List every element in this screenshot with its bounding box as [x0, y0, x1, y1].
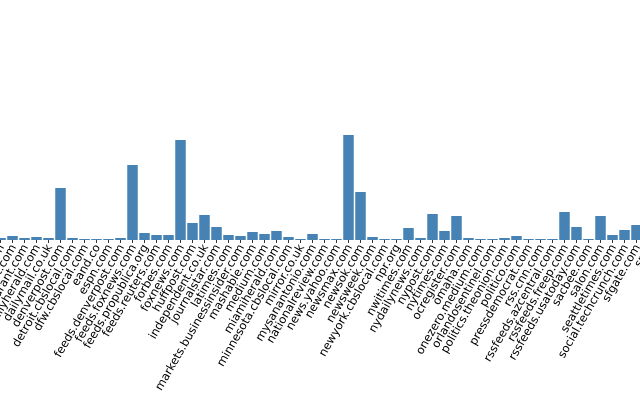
bar-group — [0, 135, 640, 240]
bar-16 — [175, 140, 186, 240]
bar-35 — [403, 228, 414, 240]
bar-11 — [115, 238, 126, 240]
bar-2 — [7, 236, 18, 240]
bar-46 — [535, 239, 546, 240]
bar-18 — [199, 215, 210, 240]
bar-7 — [67, 238, 78, 240]
bar-26 — [295, 239, 306, 240]
bar-33 — [379, 239, 390, 240]
bar-17 — [187, 223, 198, 240]
bar-6 — [55, 188, 66, 240]
bar-23 — [259, 234, 270, 240]
bar-37 — [427, 214, 438, 240]
bar-3 — [19, 238, 30, 240]
bar-13 — [139, 233, 150, 240]
bar-32 — [367, 237, 378, 240]
x-tick-label-55: sp... — [631, 242, 640, 270]
bar-28 — [319, 239, 330, 240]
bar-39 — [451, 216, 462, 240]
bar-10 — [103, 239, 114, 240]
bar-25 — [283, 237, 294, 240]
bar-54 — [631, 225, 640, 240]
bar-40 — [463, 238, 474, 240]
bar-47 — [547, 239, 558, 240]
bar-19 — [211, 227, 222, 240]
bar-15 — [163, 235, 174, 240]
bar-27 — [307, 234, 318, 240]
bar-30 — [343, 135, 354, 240]
bar-1 — [0, 238, 6, 240]
bar-41 — [475, 239, 486, 240]
bar-50 — [583, 239, 594, 240]
bar-14 — [151, 235, 162, 240]
bar-8 — [79, 239, 90, 240]
bar-12 — [127, 165, 138, 240]
bar-29 — [331, 239, 342, 240]
bar-31 — [355, 192, 366, 240]
bar-4 — [31, 237, 42, 240]
bar-42 — [487, 239, 498, 240]
bar-45 — [523, 239, 534, 240]
bar-52 — [607, 235, 618, 240]
bar-22 — [247, 232, 258, 240]
bar-38 — [439, 231, 450, 240]
tick-label-group: ....comcnbc.comcnet.comcourant.comdailyh… — [0, 240, 640, 393]
bar-44 — [511, 236, 522, 240]
bar-53 — [619, 230, 630, 240]
bar-20 — [223, 235, 234, 240]
bar-34 — [391, 239, 402, 240]
bar-24 — [271, 231, 282, 240]
bar-48 — [559, 212, 570, 240]
bar-9 — [91, 239, 102, 240]
bar-5 — [43, 238, 54, 240]
bar-51 — [595, 216, 606, 240]
bar-36 — [415, 238, 426, 240]
bar-49 — [571, 227, 582, 240]
bar-21 — [235, 236, 246, 240]
bar-43 — [499, 238, 510, 240]
